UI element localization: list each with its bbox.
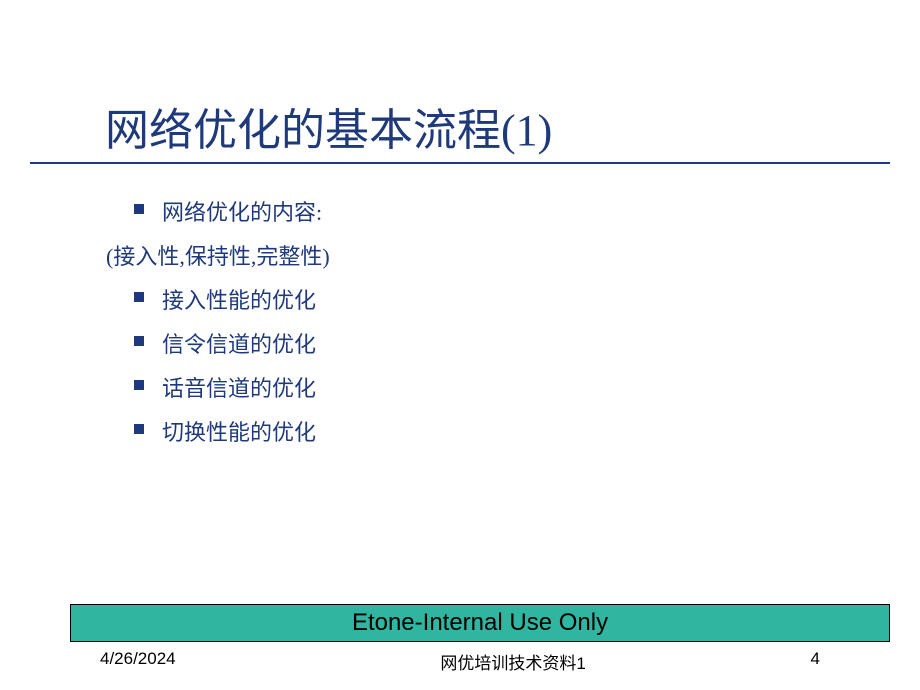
- list-item: 接入性能的优化: [134, 283, 330, 315]
- title-underline: 网络优化的基本流程(1): [30, 94, 890, 164]
- title-area: 网络优化的基本流程(1): [30, 94, 890, 164]
- bullet-label: 接入性能的优化: [162, 283, 316, 315]
- bullet-label: 话音信道的优化: [162, 371, 316, 403]
- footer: 4/26/2024 网优培训技术资料1 4: [0, 649, 920, 674]
- footer-page-number: 4: [811, 649, 820, 674]
- sub-text: (接入性,保持性,完整性): [106, 239, 330, 271]
- bullet-icon: [134, 380, 144, 390]
- bullet-label: 信令信道的优化: [162, 327, 316, 359]
- list-item: 话音信道的优化: [134, 371, 330, 403]
- bullet-icon: [134, 292, 144, 302]
- bullet-icon: [134, 336, 144, 346]
- list-item: 切换性能的优化: [134, 415, 330, 447]
- slide: 网络优化的基本流程(1) 网络优化的内容: (接入性,保持性,完整性) 接入性能…: [0, 0, 920, 690]
- content-area: 网络优化的内容: (接入性,保持性,完整性) 接入性能的优化 信令信道的优化 话…: [134, 195, 330, 459]
- footer-title: 网优培训技术资料1: [176, 649, 811, 674]
- bullet-icon: [134, 424, 144, 434]
- list-item: 网络优化的内容:: [134, 195, 330, 227]
- banner-text: Etone-Internal Use Only: [352, 609, 608, 637]
- bullet-icon: [134, 204, 144, 214]
- bullet-label: 切换性能的优化: [162, 415, 316, 447]
- bullet-label: 网络优化的内容:: [162, 195, 322, 227]
- banner: Etone-Internal Use Only: [70, 604, 890, 642]
- list-item: 信令信道的优化: [134, 327, 330, 359]
- slide-title: 网络优化的基本流程(1): [30, 94, 890, 162]
- footer-date: 4/26/2024: [100, 649, 176, 674]
